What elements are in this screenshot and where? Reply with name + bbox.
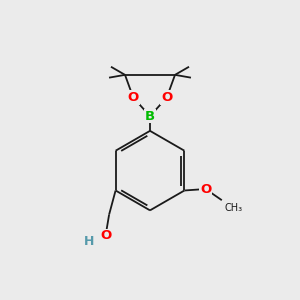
Text: O: O: [200, 182, 211, 196]
Text: O: O: [128, 91, 139, 104]
Text: B: B: [145, 110, 155, 123]
Text: H: H: [84, 235, 94, 248]
Text: O: O: [100, 229, 111, 242]
Text: O: O: [161, 91, 172, 104]
Text: CH₃: CH₃: [224, 202, 242, 213]
